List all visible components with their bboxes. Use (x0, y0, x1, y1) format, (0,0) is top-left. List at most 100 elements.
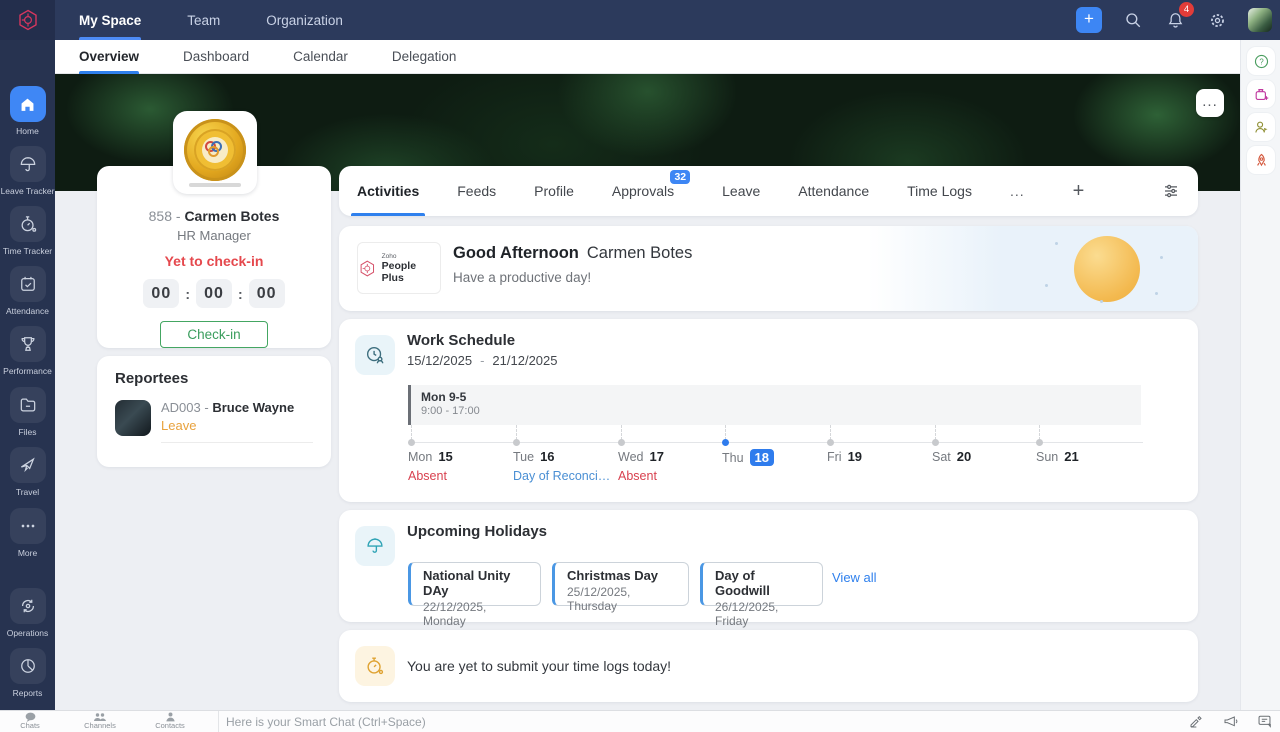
banner-more-button[interactable]: ... (1196, 89, 1224, 117)
nav-organization[interactable]: Organization (266, 12, 343, 28)
tab-feeds[interactable]: Feeds (457, 183, 497, 199)
holidays-title: Upcoming Holidays (407, 523, 548, 540)
more-tabs-button[interactable]: ... (1009, 183, 1025, 199)
badge-medal-image (184, 118, 246, 181)
sidebar-item-performance[interactable]: Performance (0, 326, 55, 376)
settings-button[interactable] (1206, 9, 1228, 31)
stopwatch-icon (9, 206, 46, 242)
smart-chat-input[interactable]: Here is your Smart Chat (Ctrl+Space) (226, 715, 426, 729)
sidebar-item-attendance[interactable]: Attendance (0, 266, 55, 316)
sidebar-item-files[interactable]: Files (0, 387, 55, 437)
search-button[interactable] (1122, 9, 1144, 31)
contacts-button[interactable]: Contacts (140, 712, 200, 730)
operations-icon (9, 588, 46, 624)
view-all-holidays-link[interactable]: View all (832, 570, 877, 585)
work-timer: 00 : 00 : 00 (97, 279, 331, 308)
greeting-card: Zoho People Plus Good Afternoon Carmen Bo… (339, 226, 1198, 311)
svg-text:?: ? (1259, 57, 1264, 66)
work-schedule-icon (355, 335, 395, 375)
notifications-button[interactable]: 4 (1164, 2, 1194, 31)
referral-button[interactable] (1247, 113, 1275, 141)
tab-leave[interactable]: Leave (722, 183, 761, 199)
schedule-day-sat[interactable]: Sat 20 (932, 449, 972, 464)
zia-button[interactable] (1189, 714, 1205, 728)
work-schedule-title: Work Schedule (407, 332, 516, 349)
help-button[interactable]: ? (1247, 47, 1275, 75)
top-bar-actions: + 4 (1076, 0, 1272, 40)
top-bar: My Space Team Organization + 4 (0, 0, 1280, 40)
employee-profile-card: 858 - Carmen Botes HR Manager Yet to che… (97, 166, 331, 348)
tab-calendar[interactable]: Calendar (293, 49, 348, 64)
tab-attendance[interactable]: Attendance (798, 183, 870, 199)
reportee-row[interactable]: AD003 - Bruce Wayne Leave (115, 400, 313, 443)
tab-time-logs[interactable]: Time Logs (907, 183, 972, 199)
customize-tabs-button[interactable] (1162, 182, 1180, 200)
time-logs-message: You are yet to submit your time logs tod… (407, 658, 672, 674)
checkin-status: Yet to check-in (164, 253, 264, 269)
announcements-button[interactable] (1223, 714, 1239, 728)
search-icon (1126, 13, 1141, 28)
schedule-day-thu[interactable]: Thu 18 (722, 449, 822, 471)
user-avatar[interactable] (1248, 8, 1272, 32)
holidays-icon (355, 526, 395, 566)
employee-avatar[interactable] (173, 111, 257, 194)
holiday-chip[interactable]: Christmas Day 25/12/2025, Thursday (552, 562, 689, 613)
tab-delegation[interactable]: Delegation (391, 49, 457, 64)
holiday-chip[interactable]: National Unity DAy 22/12/2025, Monday (408, 562, 541, 628)
people-plus-logo-icon (18, 9, 37, 31)
sliders-icon (1165, 184, 1177, 198)
requests-button[interactable] (1247, 80, 1275, 108)
chat-bubble-icon (25, 712, 35, 722)
tab-activities[interactable]: Activities (350, 166, 426, 216)
user-share-icon (1254, 121, 1268, 133)
timer-hours: 00 (143, 279, 180, 308)
quick-add-button[interactable]: + (1076, 7, 1102, 33)
notification-count-badge: 4 (1179, 2, 1194, 17)
zia-pencil-icon (1190, 715, 1202, 728)
help-icon: ? (1254, 54, 1268, 68)
sidebar-item-home[interactable]: Home (0, 86, 55, 136)
sidebar-item-more[interactable]: More (0, 508, 55, 558)
primary-nav: My Space Team Organization (79, 0, 343, 40)
schedule-day-mon[interactable]: Mon 15 Absent (408, 449, 453, 483)
sidebar-item-travel[interactable]: Travel (0, 447, 55, 497)
timer-seconds: 00 (248, 279, 285, 308)
schedule-day-wed[interactable]: Wed 17 Absent (618, 449, 664, 483)
app-logo[interactable] (0, 0, 55, 40)
channels-button[interactable]: Channels (70, 712, 130, 730)
holiday-chip[interactable]: Day of Goodwill 26/12/2025, Friday (700, 562, 823, 628)
tab-approvals[interactable]: Approvals 32 (612, 166, 691, 216)
tab-profile[interactable]: Profile (534, 183, 574, 199)
reportees-title: Reportees (115, 370, 189, 387)
sidebar-item-time-tracker[interactable]: Time Tracker (0, 206, 55, 256)
check-in-button[interactable]: Check-in (160, 321, 268, 348)
smart-chat-bar: Chats Channels Contacts Here is your Sma… (0, 710, 1280, 732)
work-schedule-card: Work Schedule 15/12/2025-21/12/2025 Mon … (339, 319, 1198, 502)
employee-role: HR Manager (177, 228, 251, 243)
chats-button[interactable]: Chats (0, 712, 60, 730)
schedule-day-fri[interactable]: Fri 19 (827, 449, 863, 464)
secondary-nav: Overview Dashboard Calendar Delegation (55, 40, 1240, 74)
whats-new-button[interactable] (1247, 146, 1275, 174)
people-plus-brand-icon (360, 260, 375, 276)
add-tab-button[interactable]: + (1072, 179, 1085, 202)
tab-overview[interactable]: Overview (79, 40, 140, 74)
people-icon (94, 713, 106, 721)
profile-tabs-bar: Activities Feeds Profile Approvals 32 Lea… (339, 166, 1198, 216)
tab-dashboard[interactable]: Dashboard (183, 49, 250, 64)
nav-my-space[interactable]: My Space (79, 0, 142, 40)
module-sidebar: Home Leave Tracker Time Tracker Attendan… (0, 40, 55, 710)
contact-icon (165, 712, 175, 722)
nav-team[interactable]: Team (187, 12, 221, 28)
sidebar-item-operations[interactable]: Operations (0, 588, 55, 638)
schedule-day-sun[interactable]: Sun 21 (1036, 449, 1079, 464)
sidebar-item-reports[interactable]: Reports (0, 648, 55, 698)
calendar-check-icon (9, 266, 46, 302)
comments-button[interactable] (1257, 714, 1272, 728)
approvals-count-badge: 32 (670, 170, 691, 184)
today-marker (722, 439, 729, 446)
reportee-status: Leave (161, 418, 197, 433)
sidebar-item-leave-tracker[interactable]: Leave Tracker (0, 146, 55, 196)
